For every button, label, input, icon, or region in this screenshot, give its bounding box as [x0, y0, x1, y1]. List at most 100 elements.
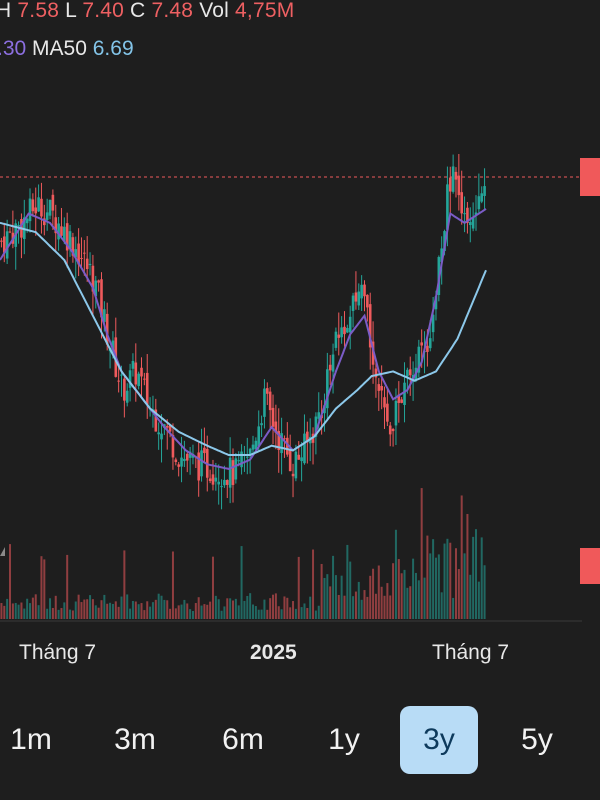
volume-bar: [237, 605, 240, 619]
candle-body: [303, 433, 306, 464]
volume-bar: [37, 605, 40, 619]
candle-body: [37, 197, 40, 212]
ma-corner-marker: [0, 547, 5, 556]
volume-bar: [426, 535, 429, 619]
volume-bar: [377, 565, 380, 619]
range-button-3m[interactable]: 3m: [114, 723, 156, 756]
volume-bar: [266, 609, 269, 619]
range-button-1y[interactable]: 1y: [328, 723, 360, 756]
volume-bar: [177, 605, 180, 619]
candle-body: [225, 480, 229, 485]
volume-bar: [194, 603, 197, 619]
candle-body: [200, 450, 203, 477]
volume-bar: [240, 546, 243, 619]
candle-body: [283, 438, 286, 440]
volume-bar: [300, 607, 303, 619]
volume-bar: [469, 574, 472, 619]
candle-body: [257, 426, 261, 447]
price-marker: [580, 158, 600, 196]
range-button-6m[interactable]: 6m: [222, 723, 264, 756]
volume-bar: [397, 559, 400, 619]
volume-bar: [314, 610, 317, 619]
candle-body: [220, 486, 223, 488]
volume-bar: [317, 605, 320, 619]
volume-bar: [374, 593, 377, 619]
candle-body: [88, 263, 92, 266]
volume-bar: [372, 568, 375, 619]
volume-bar: [309, 596, 312, 619]
volume-bar: [40, 556, 43, 619]
volume-bar: [171, 551, 174, 619]
candle-body: [197, 452, 200, 481]
range-button-5y[interactable]: 5y: [521, 723, 553, 756]
volume-bar: [477, 581, 480, 619]
volume-bar: [363, 590, 366, 619]
volume-bar: [269, 598, 272, 619]
volume-bar: [31, 597, 34, 619]
candle-body: [128, 370, 132, 388]
volume-bar: [100, 600, 103, 619]
volume-bar: [214, 595, 217, 619]
x-tick-label: Tháng 7: [19, 641, 97, 664]
volume-bar: [249, 593, 252, 619]
candle-body: [397, 394, 401, 403]
volume-bar: [209, 601, 212, 619]
volume-bar: [280, 609, 283, 619]
volume-bar: [463, 553, 466, 619]
volume-bar: [226, 598, 229, 619]
candle-body: [443, 231, 446, 252]
candle-body: [43, 218, 46, 226]
volume-bar: [74, 601, 77, 619]
range-button-1m[interactable]: 1m: [10, 723, 52, 756]
volume-bar: [220, 610, 223, 619]
candle-body: [300, 457, 303, 462]
candle-body: [483, 186, 486, 196]
volume-bar: [343, 595, 346, 619]
candle-body: [286, 437, 289, 455]
volume-bar: [414, 572, 417, 619]
high-value: 7.58: [17, 0, 60, 22]
volume-bar: [380, 586, 383, 619]
range-button-3y[interactable]: 3y: [400, 706, 478, 774]
candle-body: [91, 265, 95, 292]
volume-bar: [9, 544, 12, 619]
volume-bar: [206, 604, 209, 619]
candle-body: [203, 447, 206, 454]
volume-bar: [80, 602, 83, 619]
candle-body: [228, 457, 232, 488]
volume-bar: [289, 607, 292, 619]
candle-body: [317, 412, 321, 419]
candle-body: [446, 184, 449, 230]
volume-bar: [26, 598, 29, 619]
candle-body: [260, 423, 263, 426]
candle-body: [237, 460, 241, 462]
volume-label: Vol: [199, 0, 229, 22]
volume-bar: [294, 608, 297, 619]
candle-body: [214, 477, 218, 482]
candle-body: [380, 385, 383, 391]
volume-bar: [437, 554, 440, 619]
volume-bar: [417, 580, 420, 619]
candle-body: [143, 378, 146, 380]
volume-bar: [480, 537, 483, 619]
candle-body: [168, 424, 172, 432]
candle-body: [468, 222, 472, 226]
volume-bar: [189, 609, 192, 619]
close-value: 7.48: [151, 0, 194, 22]
volume-bar: [3, 605, 6, 619]
candle-body: [297, 454, 301, 460]
candle-body: [343, 326, 346, 335]
volume-bar: [71, 610, 74, 619]
candle-body: [145, 372, 149, 405]
volume-bar: [231, 600, 234, 619]
volume-bar: [169, 608, 172, 619]
volume-bar: [183, 599, 186, 619]
candle-body: [120, 374, 123, 376]
candle-body: [83, 252, 86, 254]
price-chart[interactable]: [0, 0, 600, 640]
volume-bar: [472, 536, 475, 619]
candle-body: [74, 249, 78, 258]
candle-body: [434, 296, 438, 310]
volume-bar: [0, 603, 3, 619]
range-selector: 1m 3m 6m 1y 3y 5y: [0, 706, 600, 774]
